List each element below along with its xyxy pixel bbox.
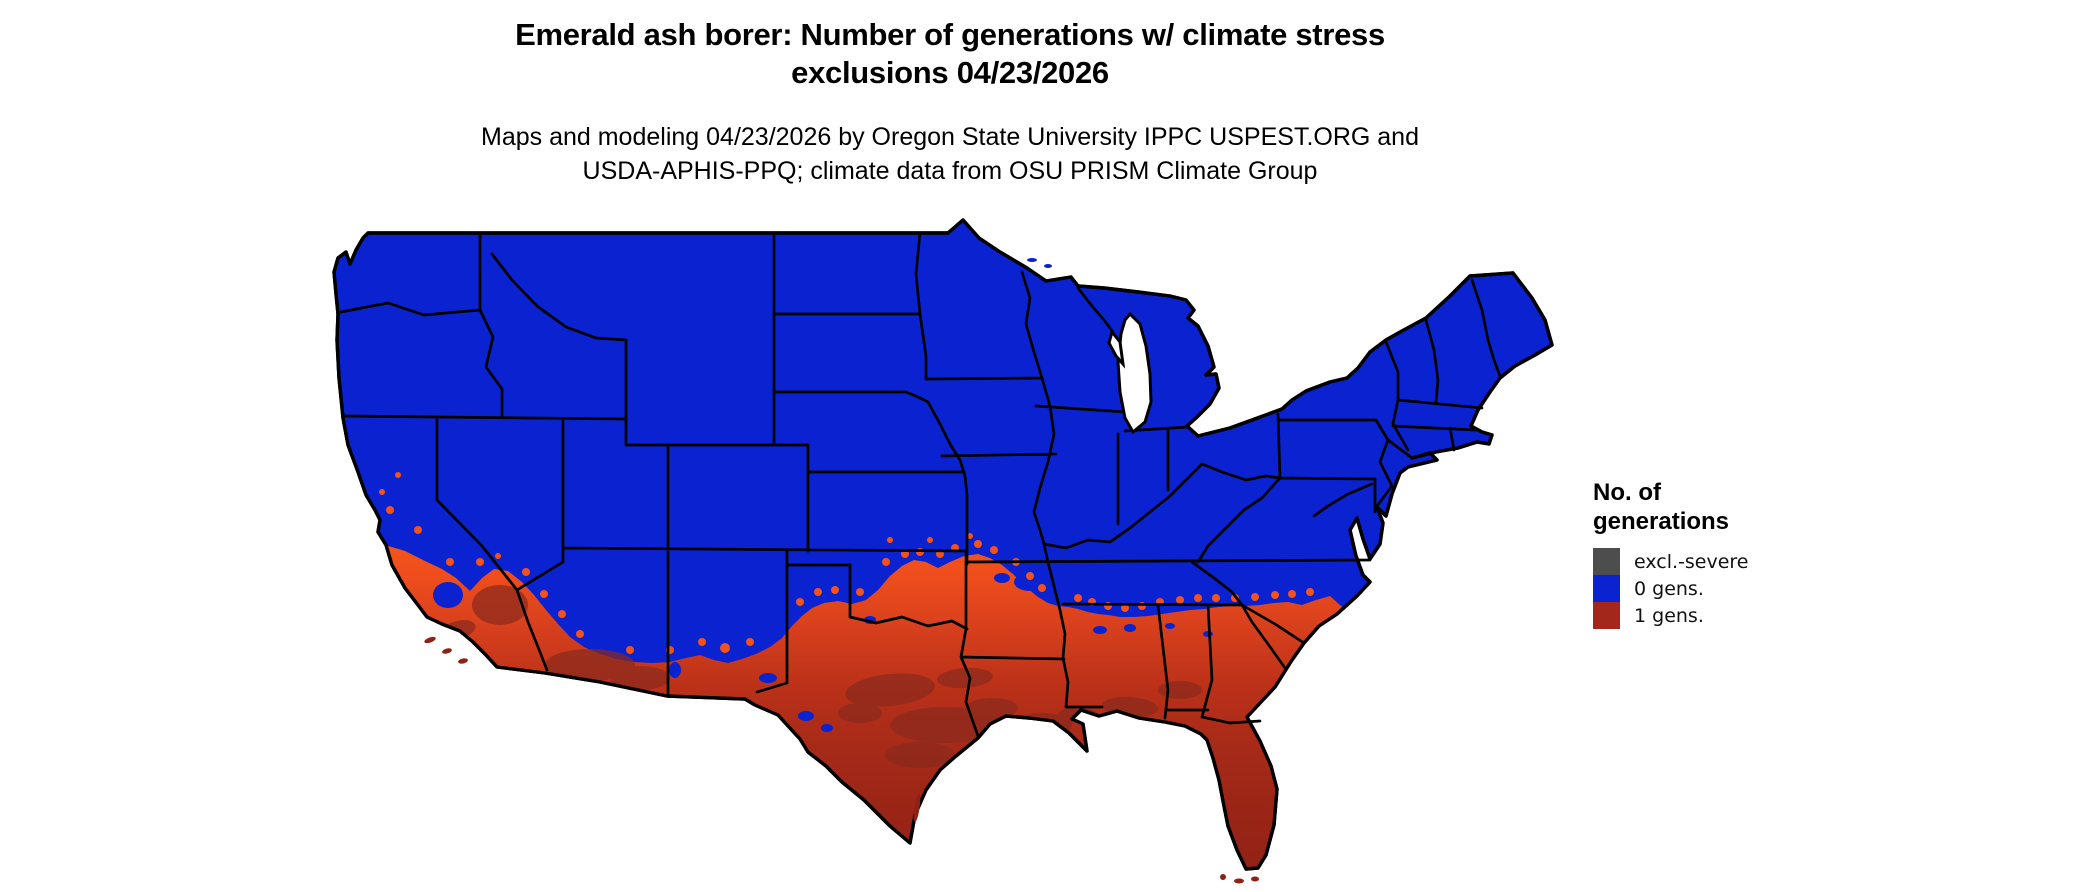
subtitle-line1: Maps and modeling 04/23/2026 by Oregon S… — [481, 123, 1419, 151]
legend-label-one-gen: 1 gens. — [1634, 604, 1704, 627]
lake-islands — [1027, 258, 1052, 268]
green-bay — [1107, 328, 1126, 369]
page-title: Emerald ash borer: Number of generations… — [0, 16, 1900, 92]
us-generations-map — [332, 218, 1554, 884]
orange-speckles — [373, 472, 1314, 654]
legend-label-zero-gens: 0 gens. — [1634, 577, 1704, 600]
legend-item-exclusion: excl.-severe — [1593, 548, 1833, 575]
legend-swatch-exclusion — [1593, 548, 1620, 575]
us-landmass — [332, 218, 1554, 871]
legend: No. of generations excl.-severe 0 gens. … — [1593, 478, 1833, 629]
legend-title-line2: generations — [1593, 508, 1730, 535]
legend-item-one-gen: 1 gens. — [1593, 602, 1833, 629]
blue-pockets — [412, 533, 1213, 732]
title-line1: Emerald ash borer: Number of generations… — [515, 17, 1385, 52]
legend-label-exclusion: excl.-severe — [1634, 550, 1749, 573]
legend-item-zero-gens: 0 gens. — [1593, 575, 1833, 602]
title-line2: exclusions 04/23/2026 — [791, 55, 1109, 90]
legend-title-line1: No. of — [1593, 479, 1661, 506]
legend-rows: excl.-severe 0 gens. 1 gens. — [1593, 548, 1833, 629]
us-coastline — [332, 218, 1554, 871]
page-subtitle: Maps and modeling 04/23/2026 by Oregon S… — [0, 120, 1900, 188]
offshore-islands — [424, 636, 1259, 884]
legend-title: No. of generations — [1593, 478, 1833, 536]
legend-swatch-one-gen — [1593, 602, 1620, 629]
subtitle-line2: USDA-APHIS-PPQ; climate data from OSU PR… — [582, 157, 1318, 185]
lake-michigan — [1107, 311, 1153, 435]
legend-swatch-zero-gens — [1593, 575, 1620, 602]
state-borders — [339, 231, 1502, 738]
